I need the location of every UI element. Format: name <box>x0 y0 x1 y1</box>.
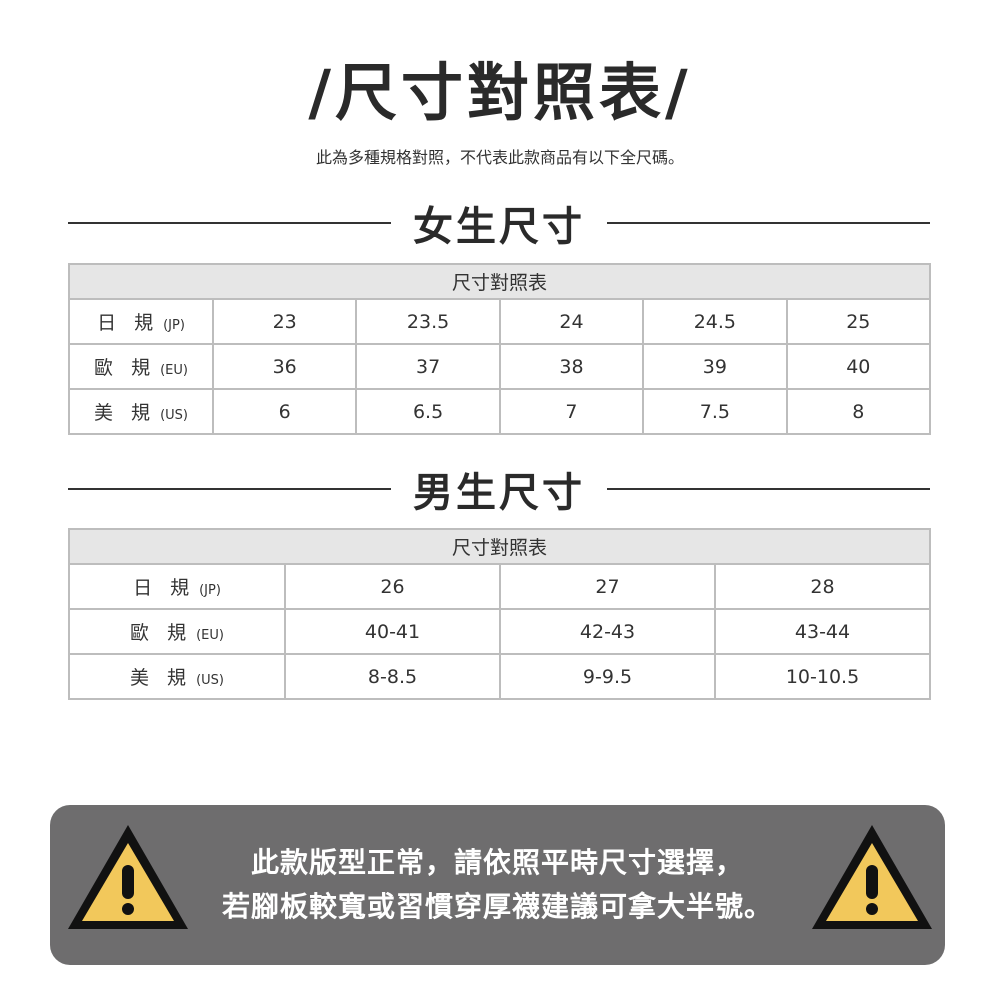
label-text: 美 規 <box>94 402 157 424</box>
table-row: 美 規 (US) 6 6.5 7 7.5 8 <box>68 388 932 435</box>
size-cell: 7.5 <box>642 388 788 435</box>
size-cell: 8 <box>785 388 932 435</box>
divider <box>607 488 930 490</box>
size-cell: 24.5 <box>642 298 788 345</box>
table-row: 歐 規 (EU) 36 37 38 39 40 <box>68 343 932 390</box>
warning-text: 此款版型正常，請依照平時尺寸選擇， 若腳板較寬或習慣穿厚襪建議可拿大半號。 <box>50 841 945 929</box>
table-header: 尺寸對照表 <box>68 263 931 300</box>
size-cell: 27 <box>499 563 716 610</box>
size-cell: 25 <box>785 298 932 345</box>
table-row: 歐 規 (EU) 40-41 42-43 43-44 <box>68 608 931 655</box>
label-text: 美 規 <box>130 667 193 689</box>
size-cell: 37 <box>355 343 501 390</box>
size-cell: 40 <box>785 343 932 390</box>
row-label: 日 規 (JP) <box>68 298 214 345</box>
divider <box>68 488 391 490</box>
women-section-heading: 女生尺寸 <box>68 198 930 250</box>
label-unit: (JP) <box>199 583 221 598</box>
size-cell: 39 <box>642 343 788 390</box>
size-cell: 9-9.5 <box>499 653 716 700</box>
row-label: 歐 規 (EU) <box>68 343 214 390</box>
label-text: 日 規 <box>133 577 196 599</box>
row-label: 美 規 (US) <box>68 388 214 435</box>
row-label: 歐 規 (EU) <box>68 608 286 655</box>
label-unit: (EU) <box>160 363 188 378</box>
size-cell: 10-10.5 <box>714 653 931 700</box>
subtitle: 此為多種規格對照，不代表此款商品有以下全尺碼。 <box>315 148 684 167</box>
men-heading: 男生尺寸 <box>413 469 585 516</box>
row-label: 日 規 (JP) <box>68 563 286 610</box>
warning-box: 此款版型正常，請依照平時尺寸選擇， 若腳板較寬或習慣穿厚襪建議可拿大半號。 <box>50 805 945 965</box>
row-label: 美 規 (US) <box>68 653 286 700</box>
warning-triangle-icon <box>812 825 932 929</box>
women-heading: 女生尺寸 <box>413 203 585 250</box>
men-section-heading: 男生尺寸 <box>68 464 930 516</box>
size-cell: 8-8.5 <box>284 653 501 700</box>
label-text: 日 規 <box>97 312 160 334</box>
divider <box>68 222 391 224</box>
size-cell: 28 <box>714 563 931 610</box>
size-cell: 24 <box>498 298 645 345</box>
women-size-table: 尺寸對照表 日 規 (JP) 23 23.5 24 24.5 25 歐 規 (EU) 36 37 38… <box>68 263 932 435</box>
label-unit: (JP) <box>163 318 185 333</box>
label-unit: (US) <box>196 673 224 688</box>
label-text: 歐 規 <box>130 622 193 644</box>
size-cell: 7 <box>498 388 645 435</box>
size-cell: 43-44 <box>714 608 931 655</box>
size-cell: 40-41 <box>284 608 501 655</box>
label-unit: (US) <box>160 408 188 423</box>
size-cell: 6 <box>211 388 358 435</box>
table-header: 尺寸對照表 <box>68 528 931 565</box>
table-row: 日 規 (JP) 23 23.5 24 24.5 25 <box>68 298 932 345</box>
size-cell: 36 <box>211 343 358 390</box>
table-row: 日 規 (JP) 26 27 28 <box>68 563 931 610</box>
size-cell: 42-43 <box>499 608 716 655</box>
size-cell: 26 <box>284 563 501 610</box>
size-cell: 23 <box>211 298 358 345</box>
warning-line-1: 此款版型正常，請依照平時尺寸選擇， <box>250 846 744 879</box>
warning-line-2: 若腳板較寬或習慣穿厚襪建議可拿大半號。 <box>221 890 773 923</box>
men-size-table: 尺寸對照表 日 規 (JP) 26 27 28 歐 規 (EU) 40-41 42-43 43-4… <box>68 528 931 700</box>
warning-triangle-icon <box>68 825 188 929</box>
size-cell: 6.5 <box>355 388 501 435</box>
label-text: 歐 規 <box>94 357 157 379</box>
table-row: 美 規 (US) 8-8.5 9-9.5 10-10.5 <box>68 653 931 700</box>
divider <box>607 222 930 224</box>
page-title: /尺寸對照表/ <box>308 56 692 129</box>
size-cell: 23.5 <box>355 298 501 345</box>
label-unit: (EU) <box>196 628 224 643</box>
size-cell: 38 <box>498 343 645 390</box>
